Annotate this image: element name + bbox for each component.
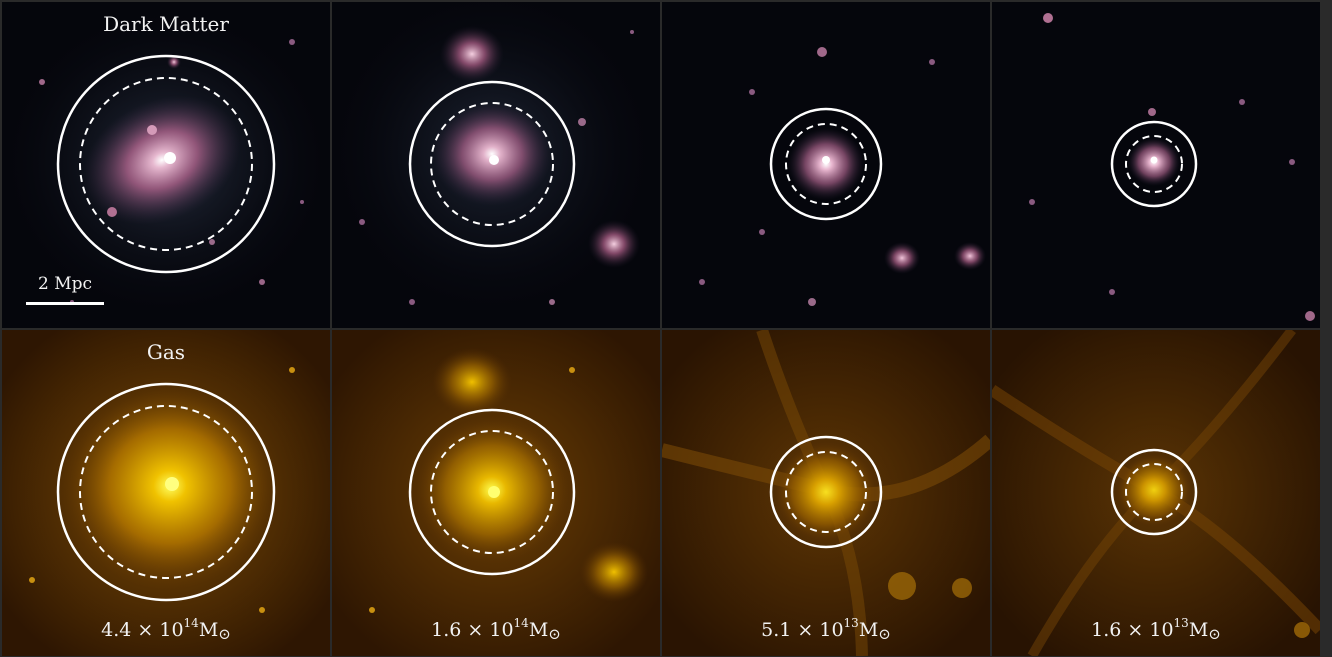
outer-radius-circle <box>769 107 883 221</box>
outer-radius-circle <box>408 408 576 576</box>
outer-radius-circle <box>1110 448 1198 536</box>
inner-radius-circle <box>1125 135 1183 193</box>
inner-radius-circle <box>79 405 253 579</box>
outer-radius-circle <box>56 54 276 274</box>
scale-bar <box>26 302 104 305</box>
gas-image-3 <box>662 330 990 656</box>
inner-radius-circle <box>785 451 867 533</box>
gas-image-4 <box>992 330 1320 656</box>
inner-radius-circle <box>785 123 867 205</box>
inner-radius-circle <box>430 430 554 554</box>
inner-radius-circle <box>430 102 554 226</box>
dark-matter-image-3 <box>662 2 990 328</box>
gas-image-1 <box>2 330 330 656</box>
dark-matter-panel-4 <box>992 2 1320 328</box>
halo-mass-label-3: 5.1 × 1013M⊙ <box>761 616 891 643</box>
outer-radius-circle <box>769 435 883 549</box>
gas-panel-1: Gas 4.4 × 1014M⊙ <box>2 330 330 656</box>
scale-bar-label: 2 Mpc <box>37 274 93 294</box>
dark-matter-panel-3 <box>662 2 990 328</box>
dark-matter-image-4 <box>992 2 1320 328</box>
outer-radius-circle <box>408 80 576 248</box>
halo-mass-label-4: 1.6 × 1013M⊙ <box>1091 616 1221 643</box>
row-title-gas: Gas <box>146 340 186 364</box>
halo-mass-label-1: 4.4 × 1014M⊙ <box>101 616 231 643</box>
outer-radius-circle <box>56 382 276 602</box>
gas-panel-3: 5.1 × 1013M⊙ <box>662 330 990 656</box>
dark-matter-panel-1: Dark Matter 2 Mpc <box>2 2 330 328</box>
outer-radius-circle <box>1110 120 1198 208</box>
gas-panel-4: 1.6 × 1013M⊙ <box>992 330 1320 656</box>
row-title-dark-matter: Dark Matter <box>103 12 229 36</box>
gas-panel-2: 1.6 × 1014M⊙ <box>332 330 660 656</box>
dark-matter-image-2 <box>332 2 660 328</box>
dark-matter-image-1 <box>2 2 330 328</box>
dark-matter-panel-2 <box>332 2 660 328</box>
inner-radius-circle <box>79 77 253 251</box>
gas-image-2 <box>332 330 660 656</box>
inner-radius-circle <box>1125 463 1183 521</box>
halo-mass-label-2: 1.6 × 1014M⊙ <box>431 616 561 643</box>
